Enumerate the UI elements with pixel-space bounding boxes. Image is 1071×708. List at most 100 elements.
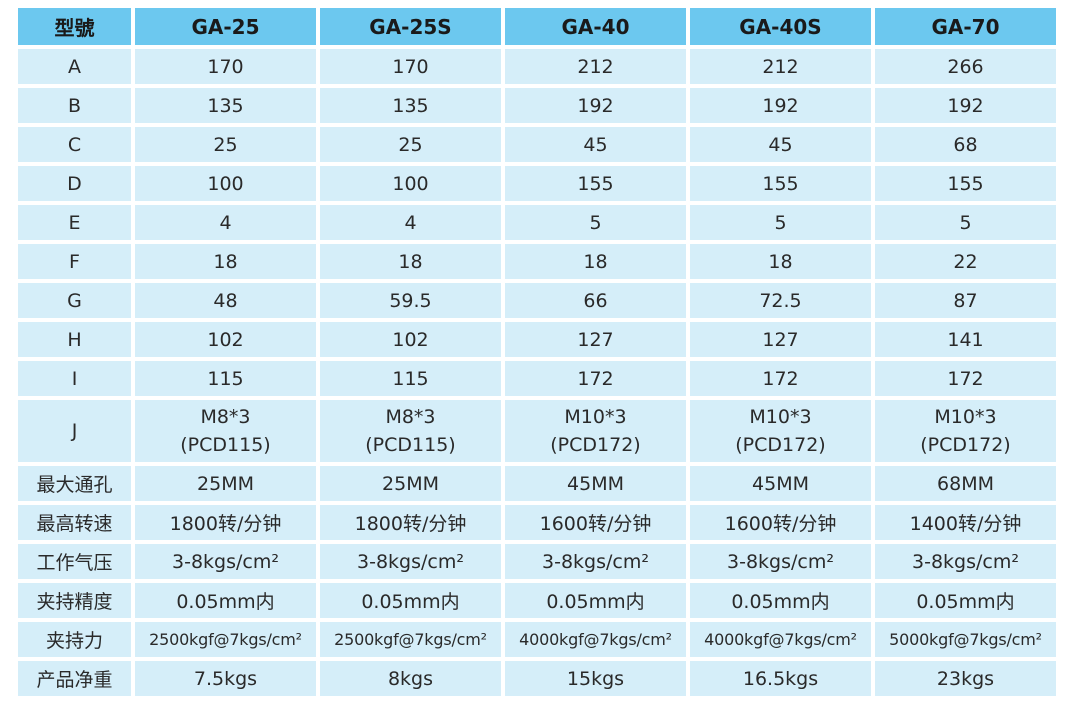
table-cell: 100	[135, 166, 316, 201]
table-cell: 18	[505, 244, 686, 279]
table-cell: 192	[690, 88, 871, 123]
table-cell: 3-8kgs/cm²	[135, 544, 316, 579]
spec-table-body: A 170 170 212 212 266 B 135 135 192 192 192 C 25 25 45 4…	[18, 49, 1056, 696]
table-row: 工作气压 3-8kgs/cm² 3-8kgs/cm² 3-8kgs/cm² 3-8kgs…	[18, 544, 1056, 579]
table-cell: 4	[320, 205, 501, 240]
table-cell: M10*3 (PCD172)	[875, 400, 1056, 462]
table-cell: 172	[505, 361, 686, 396]
table-cell: 127	[505, 322, 686, 357]
table-cell: 5	[690, 205, 871, 240]
table-cell: 192	[505, 88, 686, 123]
table-cell: 25	[320, 127, 501, 162]
header-model-ga-25s: GA-25S	[320, 8, 501, 45]
table-cell: 172	[875, 361, 1056, 396]
row-label: D	[18, 166, 131, 201]
table-row: F 18 18 18 18 22	[18, 244, 1056, 279]
table-row: I 115 115 172 172 172	[18, 361, 1056, 396]
table-cell: 45	[690, 127, 871, 162]
row-label: B	[18, 88, 131, 123]
table-row: A 170 170 212 212 266	[18, 49, 1056, 84]
cell-line: M8*3	[385, 406, 436, 428]
table-cell: M8*3 (PCD115)	[135, 400, 316, 462]
table-cell: 170	[135, 49, 316, 84]
cell-line: (PCD115)	[180, 434, 271, 456]
row-label: F	[18, 244, 131, 279]
table-row: C 25 25 45 45 68	[18, 127, 1056, 162]
table-cell: 4000kgf@7kgs/cm²	[690, 622, 871, 657]
cell-line: (PCD115)	[365, 434, 456, 456]
row-label: 产品净重	[18, 661, 131, 696]
table-cell: 212	[690, 49, 871, 84]
table-cell: 18	[320, 244, 501, 279]
table-cell: 2500kgf@7kgs/cm²	[135, 622, 316, 657]
table-cell: 0.05mm内	[875, 583, 1056, 618]
table-row: H 102 102 127 127 141	[18, 322, 1056, 357]
row-label: 夹持力	[18, 622, 131, 657]
table-cell: 66	[505, 283, 686, 318]
cell-line: (PCD172)	[550, 434, 641, 456]
table-cell: 5000kgf@7kgs/cm²	[875, 622, 1056, 657]
table-cell: 15kgs	[505, 661, 686, 696]
table-cell: 192	[875, 88, 1056, 123]
row-label: 夹持精度	[18, 583, 131, 618]
table-cell: 3-8kgs/cm²	[690, 544, 871, 579]
table-cell: 4000kgf@7kgs/cm²	[505, 622, 686, 657]
table-row: B 135 135 192 192 192	[18, 88, 1056, 123]
table-cell: 0.05mm内	[505, 583, 686, 618]
cell-line: M10*3	[564, 406, 627, 428]
table-cell: 25	[135, 127, 316, 162]
table-cell: 18	[690, 244, 871, 279]
table-cell: 1800转/分钟	[135, 505, 316, 540]
table-cell: M8*3 (PCD115)	[320, 400, 501, 462]
table-row: 夹持力 2500kgf@7kgs/cm² 2500kgf@7kgs/cm² 4000k…	[18, 622, 1056, 657]
row-label: I	[18, 361, 131, 396]
row-label: H	[18, 322, 131, 357]
table-cell: 48	[135, 283, 316, 318]
table-cell: 23kgs	[875, 661, 1056, 696]
table-cell: 0.05mm内	[690, 583, 871, 618]
table-row: J M8*3 (PCD115) M8*3 (PCD115) M10*3 (PCD172) M1…	[18, 400, 1056, 462]
row-label: 最高转速	[18, 505, 131, 540]
row-label: A	[18, 49, 131, 84]
table-cell: 115	[135, 361, 316, 396]
table-cell: 172	[690, 361, 871, 396]
table-cell: 45	[505, 127, 686, 162]
table-cell: 2500kgf@7kgs/cm²	[320, 622, 501, 657]
table-cell: 8kgs	[320, 661, 501, 696]
table-cell: 115	[320, 361, 501, 396]
table-cell: 7.5kgs	[135, 661, 316, 696]
header-model-ga-70: GA-70	[875, 8, 1056, 45]
row-label: 最大通孔	[18, 466, 131, 501]
table-cell: 135	[135, 88, 316, 123]
table-cell: 102	[135, 322, 316, 357]
cell-line: M10*3	[934, 406, 997, 428]
table-cell: 127	[690, 322, 871, 357]
table-cell: 22	[875, 244, 1056, 279]
table-cell: 155	[505, 166, 686, 201]
table-cell: 4	[135, 205, 316, 240]
cell-line: (PCD172)	[920, 434, 1011, 456]
table-cell: 25MM	[135, 466, 316, 501]
table-cell: 1400转/分钟	[875, 505, 1056, 540]
table-cell: 100	[320, 166, 501, 201]
table-cell: 212	[505, 49, 686, 84]
table-cell: 18	[135, 244, 316, 279]
table-cell: 68MM	[875, 466, 1056, 501]
header-model-ga-40s: GA-40S	[690, 8, 871, 45]
row-label: C	[18, 127, 131, 162]
table-cell: M10*3 (PCD172)	[505, 400, 686, 462]
table-cell: 155	[875, 166, 1056, 201]
table-cell: 1600转/分钟	[505, 505, 686, 540]
table-row: D 100 100 155 155 155	[18, 166, 1056, 201]
row-label: 工作气压	[18, 544, 131, 579]
table-cell: 141	[875, 322, 1056, 357]
table-cell: 1800转/分钟	[320, 505, 501, 540]
table-cell: M10*3 (PCD172)	[690, 400, 871, 462]
cell-line: M8*3	[200, 406, 251, 428]
table-cell: 45MM	[690, 466, 871, 501]
table-cell: 266	[875, 49, 1056, 84]
table-cell: 5	[505, 205, 686, 240]
table-cell: 102	[320, 322, 501, 357]
table-cell: 87	[875, 283, 1056, 318]
header-model-label: 型號	[18, 8, 131, 45]
